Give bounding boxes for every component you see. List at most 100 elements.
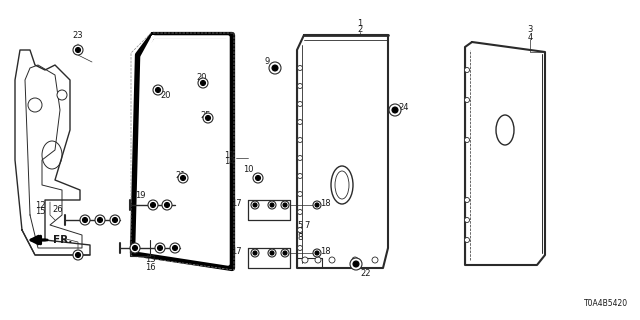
Circle shape — [253, 203, 257, 207]
Circle shape — [272, 65, 278, 71]
Circle shape — [203, 113, 213, 123]
Circle shape — [198, 78, 208, 88]
Text: FR.: FR. — [53, 235, 72, 245]
Circle shape — [97, 218, 102, 222]
Text: 10: 10 — [243, 165, 254, 174]
Text: 7: 7 — [304, 221, 309, 230]
Circle shape — [73, 250, 83, 260]
Circle shape — [283, 251, 287, 255]
Circle shape — [268, 201, 276, 209]
Circle shape — [392, 107, 398, 113]
Circle shape — [298, 245, 303, 251]
Text: 4: 4 — [527, 33, 532, 42]
Circle shape — [270, 203, 274, 207]
Circle shape — [156, 87, 161, 92]
Circle shape — [76, 47, 81, 52]
Circle shape — [200, 81, 205, 85]
Text: 14: 14 — [225, 157, 235, 166]
Circle shape — [253, 251, 257, 255]
Circle shape — [110, 215, 120, 225]
Text: 11: 11 — [225, 150, 235, 159]
Circle shape — [95, 215, 105, 225]
Circle shape — [298, 173, 303, 179]
Circle shape — [170, 243, 180, 253]
Text: 20: 20 — [160, 91, 170, 100]
Circle shape — [253, 173, 263, 183]
Circle shape — [150, 203, 156, 207]
Text: 17: 17 — [232, 246, 242, 255]
Circle shape — [298, 84, 303, 89]
Circle shape — [465, 98, 470, 102]
Circle shape — [465, 218, 470, 222]
Text: 22: 22 — [360, 268, 371, 277]
Circle shape — [113, 218, 118, 222]
Circle shape — [270, 251, 274, 255]
Circle shape — [83, 218, 88, 222]
Circle shape — [315, 257, 321, 263]
Circle shape — [180, 175, 186, 180]
Circle shape — [352, 257, 358, 263]
Circle shape — [268, 249, 276, 257]
Circle shape — [298, 191, 303, 196]
Circle shape — [389, 104, 401, 116]
Circle shape — [350, 258, 362, 270]
Text: 19: 19 — [135, 190, 145, 199]
Circle shape — [281, 201, 289, 209]
Text: T0A4B5420: T0A4B5420 — [584, 299, 628, 308]
Circle shape — [372, 257, 378, 263]
Text: 8: 8 — [297, 234, 302, 243]
Text: 1: 1 — [357, 19, 363, 28]
Circle shape — [313, 201, 321, 209]
Circle shape — [132, 245, 138, 251]
Text: 12: 12 — [35, 201, 45, 210]
Circle shape — [298, 210, 303, 214]
Text: 18: 18 — [320, 246, 331, 255]
Circle shape — [164, 203, 170, 207]
Text: 24: 24 — [398, 103, 408, 113]
Circle shape — [353, 261, 359, 267]
Circle shape — [298, 228, 303, 233]
Circle shape — [298, 156, 303, 161]
Circle shape — [283, 203, 287, 207]
Circle shape — [313, 249, 321, 257]
Circle shape — [465, 138, 470, 142]
Circle shape — [298, 119, 303, 124]
Circle shape — [130, 243, 140, 253]
Text: 18: 18 — [320, 198, 331, 207]
Text: 3: 3 — [527, 26, 532, 35]
Circle shape — [148, 200, 158, 210]
Circle shape — [298, 101, 303, 107]
Text: 13: 13 — [145, 255, 156, 265]
Circle shape — [173, 245, 177, 251]
Circle shape — [255, 175, 260, 180]
Circle shape — [269, 62, 281, 74]
Text: 2: 2 — [357, 26, 363, 35]
Text: 5: 5 — [297, 221, 302, 230]
Circle shape — [80, 215, 90, 225]
Circle shape — [465, 237, 470, 243]
Text: 23: 23 — [73, 30, 83, 39]
Circle shape — [298, 66, 303, 70]
Text: 16: 16 — [145, 262, 156, 271]
Text: 20: 20 — [196, 74, 207, 83]
Circle shape — [162, 200, 172, 210]
Circle shape — [315, 251, 319, 255]
Circle shape — [157, 245, 163, 251]
Circle shape — [57, 90, 67, 100]
Circle shape — [281, 249, 289, 257]
Text: 15: 15 — [35, 207, 45, 217]
Circle shape — [28, 98, 42, 112]
Text: 21: 21 — [175, 171, 186, 180]
Text: 17: 17 — [232, 198, 242, 207]
Circle shape — [465, 68, 470, 73]
Circle shape — [155, 243, 165, 253]
Circle shape — [178, 173, 188, 183]
Circle shape — [329, 257, 335, 263]
Circle shape — [76, 252, 81, 258]
Text: 25: 25 — [200, 110, 211, 119]
Circle shape — [251, 249, 259, 257]
Circle shape — [465, 197, 470, 203]
Circle shape — [302, 257, 308, 263]
Circle shape — [315, 203, 319, 207]
Circle shape — [153, 85, 163, 95]
